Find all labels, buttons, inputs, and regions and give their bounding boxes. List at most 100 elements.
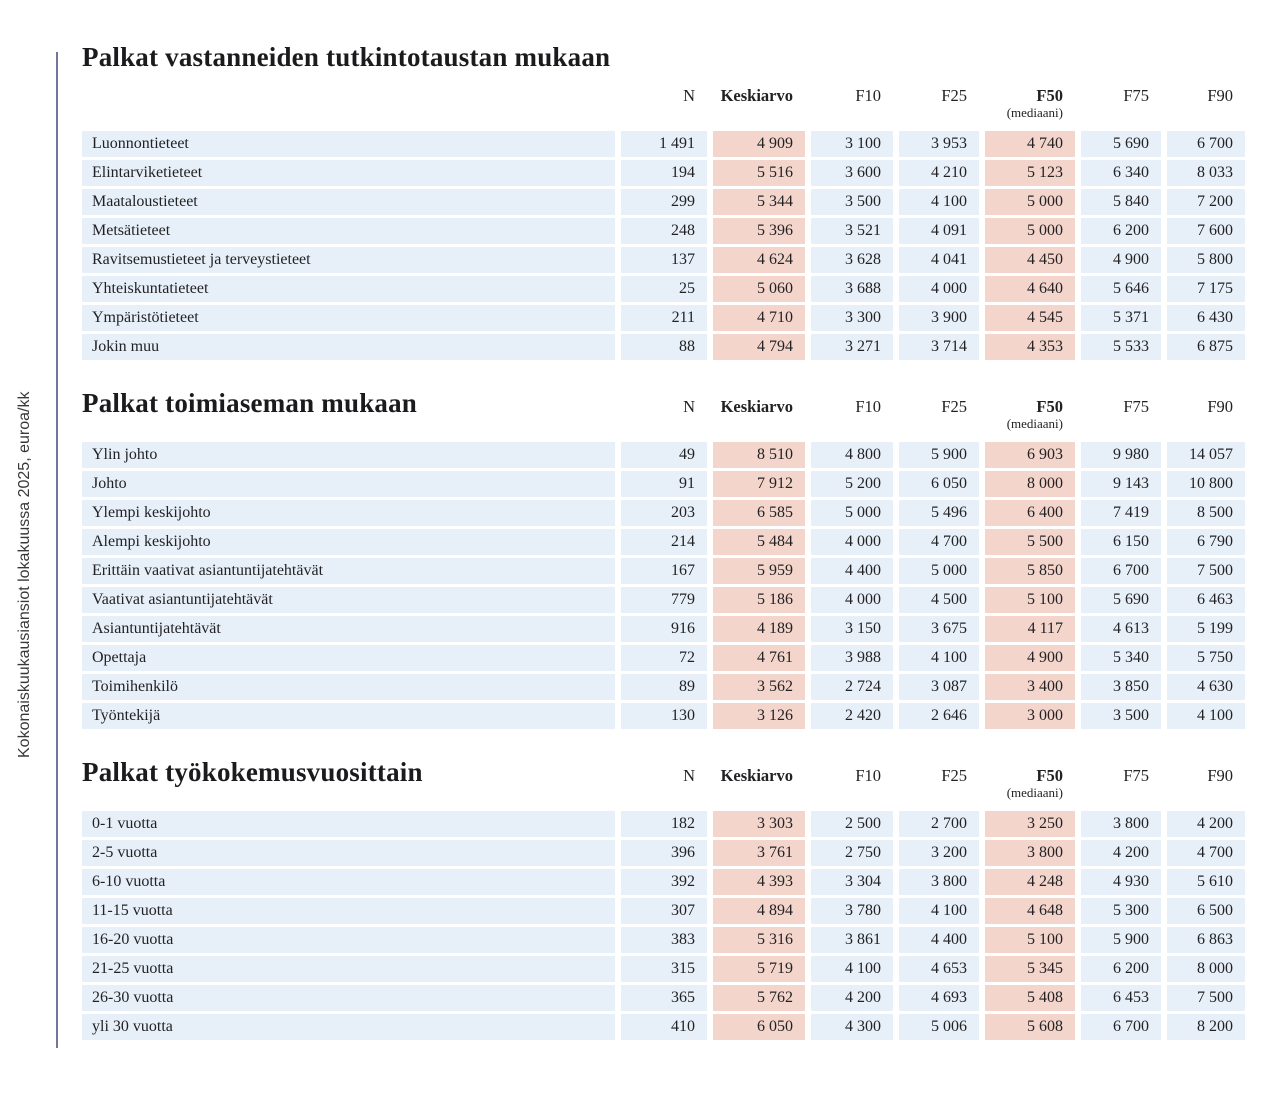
column-header-f50-sub: (mediaani) — [1006, 415, 1063, 431]
cell-f50: 5 100 — [985, 586, 1075, 613]
cell-f50: 5 850 — [985, 557, 1075, 584]
table-body: Ylin johto 49 8 510 4 800 5 900 6 903 9 980 14 … — [82, 441, 1245, 729]
cell-f10: 5 000 — [811, 499, 893, 526]
cell-f50: 5 000 — [985, 217, 1075, 244]
cell-f10: 3 300 — [811, 304, 893, 331]
cell-f25: 4 500 — [899, 586, 979, 613]
cell-f25: 4 041 — [899, 246, 979, 273]
cell-f50: 5 100 — [985, 926, 1075, 953]
row-label: Vaativat asiantuntijatehtävät — [82, 586, 615, 613]
row-label: Alempi keskijohto — [82, 528, 615, 555]
column-header-f50-label: F50 — [1036, 86, 1063, 105]
row-label: Ylempi keskijohto — [82, 499, 615, 526]
column-header-f90: F90 — [1207, 396, 1233, 416]
cell-f25: 3 714 — [899, 333, 979, 360]
cell-f90: 4 700 — [1167, 839, 1245, 866]
cell-keskiarvo: 5 186 — [713, 586, 805, 613]
cell-n: 916 — [621, 615, 707, 642]
cell-keskiarvo: 5 060 — [713, 275, 805, 302]
cell-keskiarvo: 4 894 — [713, 897, 805, 924]
cell-f25: 2 646 — [899, 702, 979, 729]
cell-n: 410 — [621, 1013, 707, 1040]
cell-n: 182 — [621, 810, 707, 837]
cell-f50: 8 000 — [985, 470, 1075, 497]
row-label: 26-30 vuotta — [82, 984, 615, 1011]
row-label: Metsätieteet — [82, 217, 615, 244]
cell-keskiarvo: 3 126 — [713, 702, 805, 729]
cell-f75: 6 200 — [1081, 217, 1161, 244]
cell-f90: 5 800 — [1167, 246, 1245, 273]
column-header-f25: F25 — [941, 765, 967, 785]
cell-f75: 5 900 — [1081, 926, 1161, 953]
cell-f90: 8 200 — [1167, 1013, 1245, 1040]
cell-f50: 4 353 — [985, 333, 1075, 360]
cell-f90: 5 750 — [1167, 644, 1245, 671]
unit-vertical-label: Kokonaiskuukausiansiot lokakuussa 2025, … — [16, 391, 33, 759]
column-header-f50: F50 (mediaani) — [985, 86, 1075, 121]
row-label: Työntekijä — [82, 702, 615, 729]
cell-f25: 2 700 — [899, 810, 979, 837]
cell-n: 203 — [621, 499, 707, 526]
cell-f75: 6 340 — [1081, 159, 1161, 186]
cell-n: 137 — [621, 246, 707, 273]
column-header-f75: F75 — [1123, 86, 1149, 105]
cell-f50: 6 903 — [985, 441, 1075, 468]
cell-f75: 4 930 — [1081, 868, 1161, 895]
cell-f25: 4 693 — [899, 984, 979, 1011]
cell-keskiarvo: 5 762 — [713, 984, 805, 1011]
cell-n: 194 — [621, 159, 707, 186]
cell-f50: 5 500 — [985, 528, 1075, 555]
cell-f75: 6 200 — [1081, 955, 1161, 982]
cell-f50: 5 408 — [985, 984, 1075, 1011]
column-header-f10: F10 — [855, 765, 881, 785]
cell-f10: 3 780 — [811, 897, 893, 924]
row-label: Luonnontieteet — [82, 130, 615, 157]
cell-keskiarvo: 8 510 — [713, 441, 805, 468]
left-vertical-rule — [56, 52, 58, 1048]
cell-f50: 3 000 — [985, 702, 1075, 729]
column-header-n: N — [683, 86, 695, 105]
cell-keskiarvo: 5 719 — [713, 955, 805, 982]
cell-f50: 5 123 — [985, 159, 1075, 186]
cell-f75: 5 840 — [1081, 188, 1161, 215]
cell-keskiarvo: 4 909 — [713, 130, 805, 157]
cell-f75: 5 371 — [1081, 304, 1161, 331]
cell-f75: 4 200 — [1081, 839, 1161, 866]
cell-f90: 6 463 — [1167, 586, 1245, 613]
column-header-f75: F75 — [1123, 396, 1149, 416]
section-title: Palkat työkokemusvuosittain — [82, 756, 423, 787]
cell-n: 1 491 — [621, 130, 707, 157]
cell-n: 72 — [621, 644, 707, 671]
cell-f50: 5 608 — [985, 1013, 1075, 1040]
cell-f10: 3 304 — [811, 868, 893, 895]
cell-keskiarvo: 4 710 — [713, 304, 805, 331]
cell-n: 167 — [621, 557, 707, 584]
cell-f90: 6 790 — [1167, 528, 1245, 555]
row-label: Jokin muu — [82, 333, 615, 360]
cell-f10: 2 724 — [811, 673, 893, 700]
cell-keskiarvo: 5 316 — [713, 926, 805, 953]
cell-f50: 4 640 — [985, 275, 1075, 302]
cell-f75: 4 613 — [1081, 615, 1161, 642]
cell-f25: 4 100 — [899, 188, 979, 215]
cell-f50: 5 000 — [985, 188, 1075, 215]
cell-f10: 3 628 — [811, 246, 893, 273]
column-header-f10: F10 — [855, 86, 881, 105]
row-label: 21-25 vuotta — [82, 955, 615, 982]
cell-f90: 10 800 — [1167, 470, 1245, 497]
cell-f75: 9 143 — [1081, 470, 1161, 497]
cell-f75: 3 850 — [1081, 673, 1161, 700]
cell-f50: 4 648 — [985, 897, 1075, 924]
cell-keskiarvo: 3 562 — [713, 673, 805, 700]
cell-f50: 4 740 — [985, 130, 1075, 157]
table-header: N Keskiarvo F10 F25 F50 (mediaani) F75 F… — [82, 86, 1245, 121]
cell-f10: 4 400 — [811, 557, 893, 584]
cell-f50: 3 800 — [985, 839, 1075, 866]
cell-keskiarvo: 4 794 — [713, 333, 805, 360]
cell-f25: 3 087 — [899, 673, 979, 700]
cell-f75: 5 533 — [1081, 333, 1161, 360]
column-header-n: N — [683, 396, 695, 416]
cell-f90: 4 630 — [1167, 673, 1245, 700]
cell-f90: 6 500 — [1167, 897, 1245, 924]
cell-keskiarvo: 6 050 — [713, 1013, 805, 1040]
